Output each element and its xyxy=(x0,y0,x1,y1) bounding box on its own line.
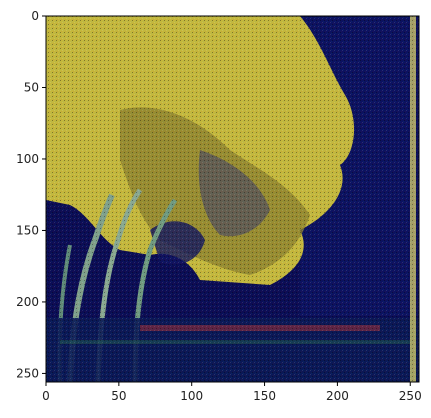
x-axis-ticks: 0 50 100 150 200 250 xyxy=(42,382,422,403)
pixel-grain-overlay xyxy=(46,16,419,382)
x-tick-label: 200 xyxy=(326,389,349,403)
y-tick-label: 50 xyxy=(24,80,39,94)
axes-frame xyxy=(45,15,420,383)
x-tick-label: 250 xyxy=(399,389,422,403)
y-tick-label: 100 xyxy=(16,152,39,166)
y-axis-ticks: 0 50 100 150 200 250 xyxy=(16,9,46,380)
x-tick-label: 50 xyxy=(111,389,126,403)
x-tick-label: 100 xyxy=(180,389,203,403)
y-tick-label: 150 xyxy=(16,223,39,237)
y-tick-label: 250 xyxy=(16,366,39,380)
y-tick-label: 0 xyxy=(31,9,39,23)
plot-area xyxy=(46,16,419,382)
x-tick-label: 0 xyxy=(42,389,50,403)
y-tick-label: 200 xyxy=(16,295,39,309)
x-tick-label: 150 xyxy=(253,389,276,403)
